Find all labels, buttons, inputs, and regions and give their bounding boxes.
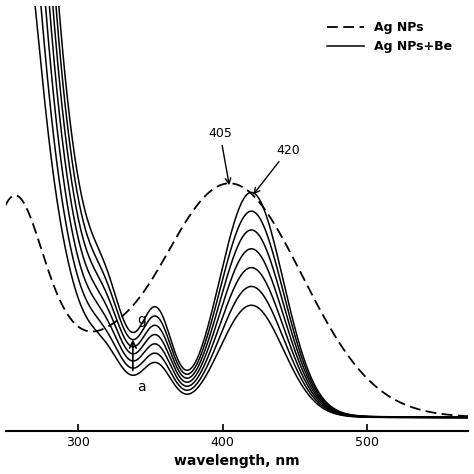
Text: a: a bbox=[137, 381, 146, 394]
X-axis label: wavelength, nm: wavelength, nm bbox=[174, 455, 300, 468]
Text: g: g bbox=[137, 313, 146, 328]
Legend: Ag NPs, Ag NPs+Be: Ag NPs, Ag NPs+Be bbox=[322, 16, 457, 58]
Text: 420: 420 bbox=[254, 144, 300, 193]
Text: 405: 405 bbox=[208, 127, 232, 184]
